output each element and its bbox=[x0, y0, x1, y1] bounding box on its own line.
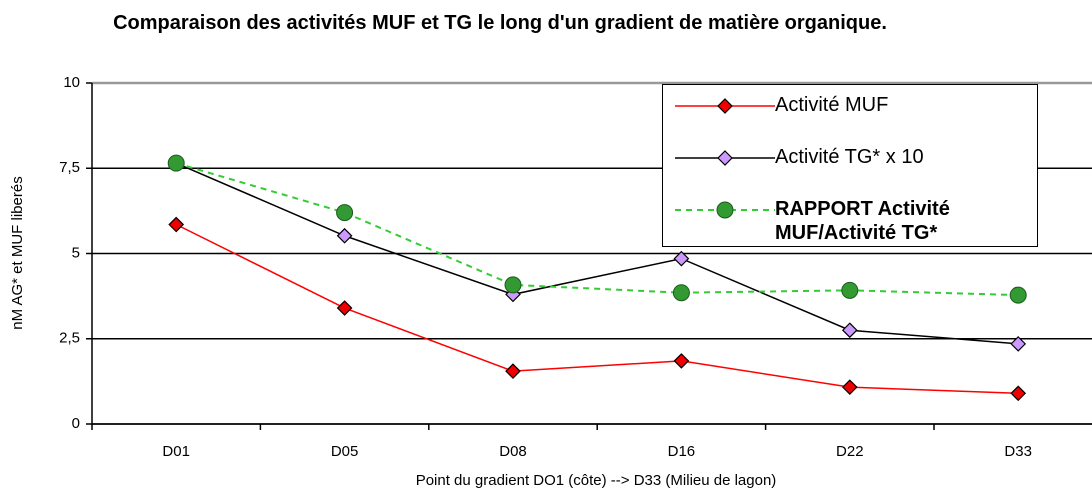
legend-icon bbox=[675, 150, 775, 166]
data-point bbox=[672, 284, 690, 302]
x-tick-label: D08 bbox=[499, 443, 527, 460]
legend-entry: RAPPORT Activité MUF/Activité TG* bbox=[663, 195, 1037, 247]
data-point bbox=[1009, 286, 1027, 304]
legend: Activité MUF Activité TG* x 10 RAPPORT Act… bbox=[662, 84, 1038, 247]
data-point bbox=[1010, 385, 1027, 402]
legend-label: Activité MUF bbox=[775, 94, 889, 116]
legend-marker bbox=[717, 98, 733, 114]
data-point bbox=[505, 363, 521, 379]
y-tick-label: 2,5 bbox=[59, 330, 80, 347]
y-tick-label: 7,5 bbox=[59, 159, 80, 176]
data-point bbox=[504, 276, 522, 294]
x-tick-label: D05 bbox=[331, 443, 359, 460]
legend-label: RAPPORT Activité MUF/Activité TG* bbox=[775, 198, 950, 244]
legend-label: Activité TG* x 10 bbox=[775, 146, 924, 168]
data-point bbox=[167, 154, 185, 172]
x-tick-label: D22 bbox=[836, 443, 864, 460]
data-point bbox=[336, 227, 353, 244]
data-point bbox=[673, 250, 690, 267]
series-line bbox=[175, 162, 1019, 297]
data-point bbox=[336, 204, 354, 222]
series-line bbox=[175, 223, 1019, 395]
y-tick-label: 0 bbox=[72, 415, 80, 432]
x-axis-label: Point du gradient DO1 (côte) --> D33 (Mi… bbox=[416, 472, 777, 489]
x-tick-label: D16 bbox=[668, 443, 696, 460]
legend-entry: Activité MUF bbox=[663, 91, 1037, 143]
chart-title: Comparaison des activités MUF et TG le l… bbox=[113, 12, 887, 34]
data-point bbox=[168, 216, 185, 233]
series-line bbox=[175, 162, 1019, 345]
data-point bbox=[673, 353, 690, 369]
data-point bbox=[841, 281, 859, 299]
legend-icon bbox=[675, 201, 775, 219]
legend-marker bbox=[717, 150, 733, 166]
data-point bbox=[336, 300, 353, 316]
legend-marker bbox=[716, 201, 734, 219]
y-tick-label: 10 bbox=[63, 74, 80, 91]
data-point bbox=[841, 379, 858, 396]
x-tick-label: D33 bbox=[1004, 443, 1032, 460]
data-point bbox=[841, 322, 858, 339]
y-axis-label: nM AG* et MUF liberés bbox=[9, 176, 26, 329]
data-point bbox=[1010, 336, 1027, 352]
legend-entry: Activité TG* x 10 bbox=[663, 143, 1037, 195]
legend-icon bbox=[675, 98, 775, 114]
y-tick-label: 5 bbox=[72, 244, 80, 261]
x-tick-label: D01 bbox=[162, 443, 190, 460]
